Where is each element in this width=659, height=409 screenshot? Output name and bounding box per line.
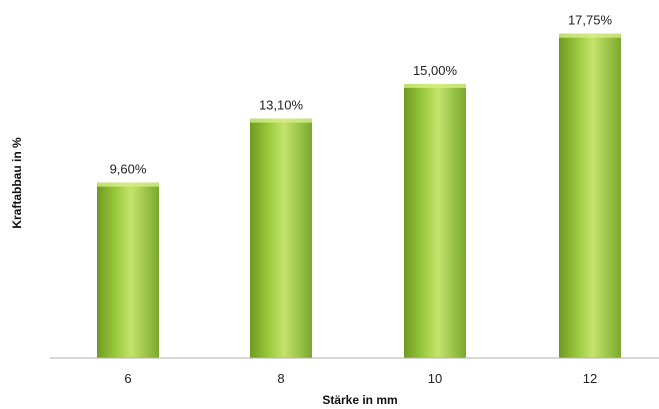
x-tick-group: 6 8 10 12 [124,371,597,386]
x-axis-title: Stärke in mm [322,393,397,407]
data-label-12: 17,75% [568,13,613,28]
bar-group [97,33,621,359]
x-tick-label-12: 12 [583,371,597,386]
bar-top-highlight [97,182,159,187]
data-label-10: 15,00% [413,63,458,78]
y-axis-title: Kraftabbau in % [10,137,24,229]
x-tick-label-6: 6 [124,371,131,386]
bar-6 [97,182,159,358]
bar-12 [559,33,621,359]
x-tick-label-10: 10 [428,371,442,386]
data-label-6: 9,60% [110,162,147,177]
data-label-group: 9,60% 13,10% 15,00% 17,75% [110,13,613,177]
bar-10 [404,83,466,358]
data-label-8: 13,10% [259,98,304,113]
bar-top-highlight [559,33,621,38]
bar-8 [250,118,312,359]
bar-top-highlight [250,118,312,123]
x-tick-label-8: 8 [277,371,284,386]
bar-top-highlight [404,83,466,88]
